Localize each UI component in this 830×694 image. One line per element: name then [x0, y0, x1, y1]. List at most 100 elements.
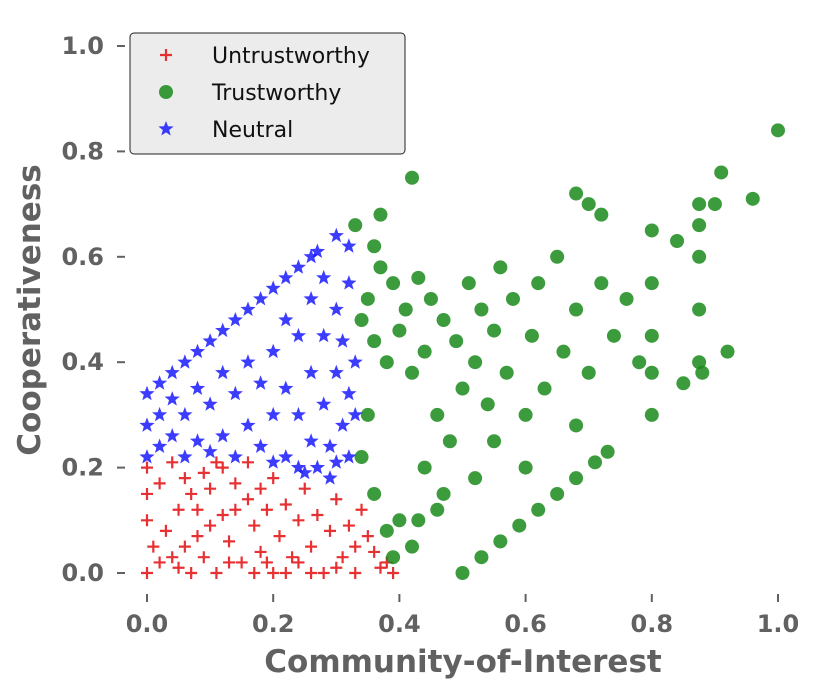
data-point-untrustworthy: [317, 567, 330, 579]
data-point-trustworthy: [354, 313, 369, 328]
data-point-neutral: [309, 243, 325, 258]
data-point-trustworthy: [360, 407, 375, 422]
data-point-trustworthy: [524, 328, 539, 343]
data-point-untrustworthy: [185, 567, 198, 579]
legend-label: Trustworthy: [211, 81, 341, 106]
data-point-neutral: [227, 449, 243, 464]
data-point-neutral: [202, 443, 218, 459]
data-point-neutral: [290, 406, 306, 422]
data-point-trustworthy: [670, 233, 685, 248]
data-point-untrustworthy: [292, 556, 305, 569]
data-point-neutral: [278, 312, 294, 327]
data-point-neutral: [265, 454, 281, 469]
data-point-trustworthy: [518, 460, 533, 475]
data-point-neutral: [215, 322, 231, 338]
data-point-untrustworthy: [197, 551, 210, 564]
data-point-trustworthy: [569, 302, 584, 317]
data-point-neutral: [253, 375, 269, 390]
legend-marker-untrustworthy: [160, 49, 172, 61]
data-point-neutral: [227, 385, 243, 401]
data-point-trustworthy: [386, 550, 401, 565]
data-point-untrustworthy: [223, 556, 236, 569]
data-point-untrustworthy: [204, 482, 217, 495]
legend-item-untrustworthy: Untrustworthy: [160, 44, 370, 69]
data-point-trustworthy: [392, 323, 407, 338]
data-point-neutral: [309, 459, 325, 475]
data-point-trustworthy: [692, 249, 707, 264]
data-point-trustworthy: [379, 355, 394, 370]
data-point-neutral: [202, 396, 218, 411]
data-point-trustworthy: [550, 249, 565, 264]
y-tick-label: 1.0: [61, 32, 104, 60]
data-point-untrustworthy: [172, 503, 185, 516]
data-point-neutral: [322, 470, 338, 485]
data-point-trustworthy: [771, 123, 785, 138]
data-point-trustworthy: [423, 291, 438, 306]
data-point-neutral: [328, 227, 344, 243]
data-point-untrustworthy: [336, 551, 349, 564]
data-point-neutral: [347, 354, 363, 369]
data-point-neutral: [189, 343, 206, 359]
data-point-trustworthy: [411, 270, 426, 285]
data-point-untrustworthy: [191, 530, 204, 543]
data-point-neutral: [240, 354, 256, 369]
data-point-neutral: [341, 275, 357, 290]
data-point-untrustworthy: [166, 551, 179, 564]
data-point-trustworthy: [569, 471, 584, 486]
data-point-untrustworthy: [305, 540, 318, 553]
data-point-neutral: [278, 449, 294, 464]
legend-item-trustworthy: Trustworthy: [159, 81, 341, 106]
data-point-untrustworthy: [349, 567, 362, 579]
data-point-neutral: [328, 364, 344, 380]
data-point-trustworthy: [436, 486, 451, 501]
data-point-untrustworthy: [216, 461, 229, 474]
data-point-trustworthy: [505, 291, 520, 306]
data-point-neutral: [227, 312, 243, 327]
data-point-trustworthy: [588, 455, 603, 470]
data-point-neutral: [177, 354, 193, 369]
data-point-untrustworthy: [387, 567, 400, 579]
data-point-untrustworthy: [254, 482, 267, 495]
data-point-neutral: [202, 333, 218, 348]
data-point-trustworthy: [550, 486, 565, 501]
data-point-trustworthy: [644, 276, 659, 291]
data-point-trustworthy: [367, 486, 382, 501]
data-point-untrustworthy: [260, 556, 273, 569]
data-point-neutral: [290, 459, 306, 475]
y-tick-label: 0.0: [61, 559, 104, 587]
data-point-trustworthy: [707, 197, 722, 212]
data-point-untrustworthy: [374, 561, 387, 574]
x-tick-label: 1.0: [757, 610, 800, 638]
data-point-trustworthy: [449, 334, 464, 349]
data-point-trustworthy: [398, 302, 413, 317]
x-axis: 0.0 0.2 0.4 0.6 0.8 1.0: [126, 594, 800, 638]
data-point-trustworthy: [493, 260, 508, 275]
data-point-untrustworthy: [330, 561, 343, 574]
data-point-untrustworthy: [279, 567, 292, 579]
data-point-trustworthy: [569, 418, 584, 433]
data-point-untrustworthy: [166, 456, 179, 469]
data-point-trustworthy: [644, 407, 659, 422]
data-point-trustworthy: [493, 534, 508, 549]
data-point-untrustworthy: [305, 567, 318, 579]
data-point-neutral: [164, 364, 180, 380]
data-point-trustworthy: [468, 471, 483, 486]
data-point-untrustworthy: [191, 503, 204, 516]
data-point-untrustworthy: [292, 514, 305, 527]
data-point-neutral: [152, 438, 168, 453]
data-point-untrustworthy: [141, 487, 153, 500]
data-point-untrustworthy: [185, 487, 198, 500]
series-trustworthy: [348, 123, 785, 580]
data-point-untrustworthy: [141, 514, 153, 527]
data-point-untrustworthy: [349, 540, 362, 553]
data-point-neutral: [164, 391, 180, 406]
data-point-neutral: [265, 343, 281, 359]
y-axis-label: Cooperativeness: [12, 164, 48, 455]
x-tick-label: 0.0: [126, 610, 169, 638]
data-point-trustworthy: [676, 376, 691, 391]
data-point-untrustworthy: [254, 545, 267, 558]
data-point-untrustworthy: [298, 482, 311, 495]
data-point-trustworthy: [442, 434, 457, 449]
data-point-neutral: [139, 385, 155, 401]
x-axis-label: Community-of-Interest: [264, 644, 662, 680]
